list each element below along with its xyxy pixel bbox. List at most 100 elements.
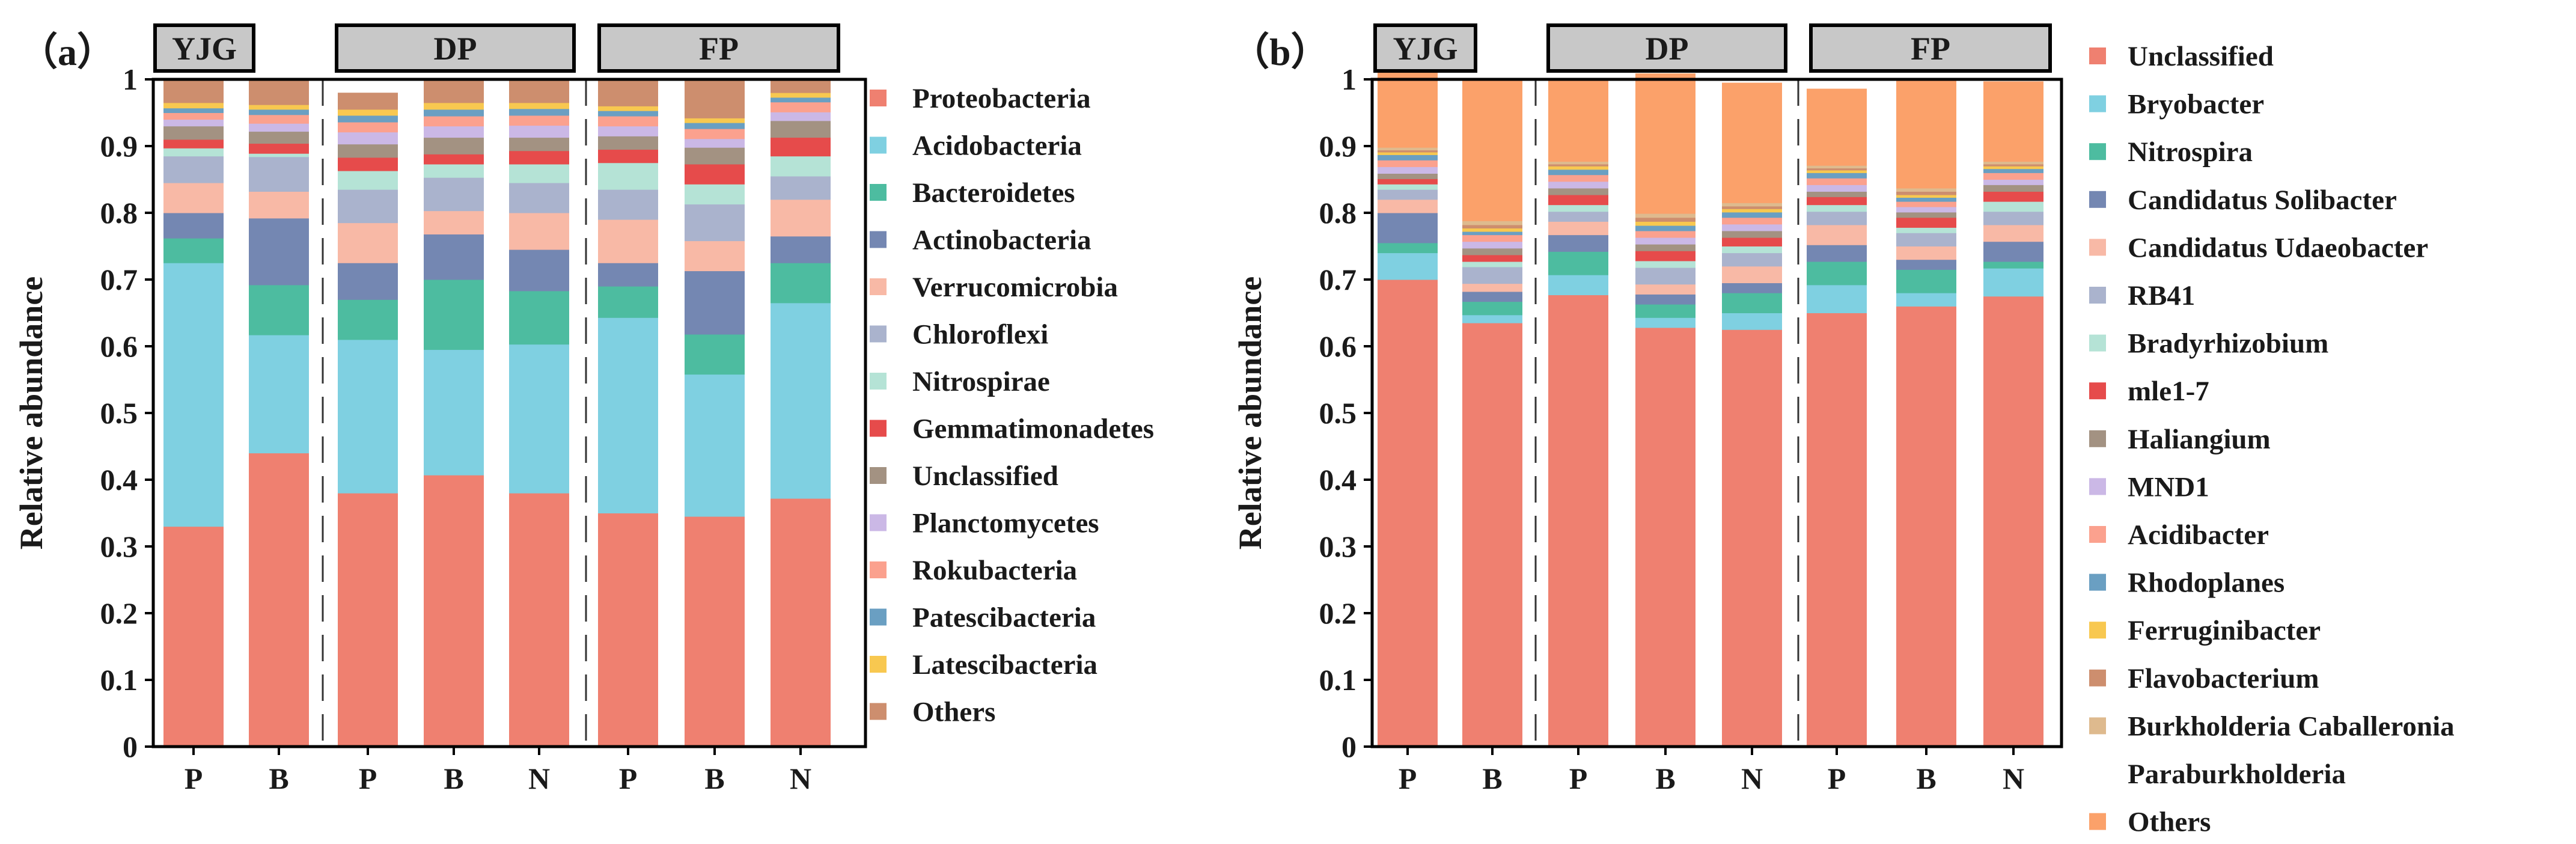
bar-segment-acidobacteria bbox=[424, 349, 484, 476]
legend-label: Haliangium bbox=[2128, 424, 2271, 455]
legend-label: Others bbox=[2128, 807, 2211, 838]
bar-segment-latescibacteria bbox=[598, 106, 658, 111]
bar-segment-verrucomicrobia bbox=[163, 183, 224, 213]
bar-segment-bradyrhizobium bbox=[1722, 246, 1782, 254]
bar-segment-actinobacteria bbox=[509, 249, 569, 292]
bar-segment-rhodoplanes bbox=[1378, 154, 1438, 161]
y-tick-label: 0.9 bbox=[1319, 129, 1357, 163]
x-tick-label: B bbox=[444, 762, 463, 795]
bar-segment-bradyrhizobium bbox=[1462, 261, 1522, 268]
bar-segment-latescibacteria bbox=[163, 102, 224, 109]
bar-segment-nitrospirae bbox=[249, 153, 309, 157]
bar-segment-bryobacter bbox=[1807, 284, 1867, 313]
bar-segment-latescibacteria bbox=[249, 105, 309, 110]
bar-segment-candidatus-solibacter bbox=[1896, 259, 1956, 270]
legend-swatch bbox=[2089, 669, 2106, 687]
y-tick-label: 0.6 bbox=[100, 329, 138, 363]
bar-segment-bacteroidetes bbox=[509, 290, 569, 345]
legend-swatch bbox=[2089, 95, 2106, 112]
bar-segment-candidatus-udaeobacter bbox=[1983, 224, 2043, 242]
legend-label: Gemmatimonadetes bbox=[912, 414, 1154, 445]
bar-segment-burkholderia-caballeronia-paraburkholderia bbox=[1896, 188, 1956, 192]
bar-segment-rb41 bbox=[1635, 268, 1695, 285]
bar-segment-unclassified bbox=[1548, 295, 1608, 747]
bar-segment-mle1-7 bbox=[1722, 237, 1782, 246]
bar-segment-rb41 bbox=[1983, 211, 2043, 225]
bar-segment-proteobacteria bbox=[771, 498, 831, 747]
bar-segment-others bbox=[1896, 78, 1956, 189]
bar-segment-bacteroidetes bbox=[598, 286, 658, 318]
bar-segment-mle1-7 bbox=[1378, 179, 1438, 185]
bar-segment-acidibacter bbox=[1635, 230, 1695, 238]
bar-segment-burkholderia-caballeronia-paraburkholderia bbox=[1462, 221, 1522, 225]
legend-label: Acidobacteria bbox=[912, 130, 1082, 162]
bar-segment-verrucomicrobia bbox=[598, 219, 658, 263]
bar-segment-proteobacteria bbox=[424, 475, 484, 747]
x-tick-label: P bbox=[1399, 762, 1417, 795]
x-tick-label: N bbox=[528, 762, 550, 795]
group-header-yjg bbox=[1373, 23, 1477, 73]
bar-segment-mle1-7 bbox=[1807, 197, 1867, 206]
bar-segment-haliangium bbox=[1548, 188, 1608, 195]
y-tick-label: 0.5 bbox=[1319, 396, 1357, 430]
x-tick-label: N bbox=[1741, 762, 1763, 795]
legend-swatch bbox=[870, 373, 887, 390]
bar-segment-candidatus-udaeobacter bbox=[1635, 284, 1695, 295]
bar-segment-mnd1 bbox=[1548, 181, 1608, 189]
bar-segment-candidatus-solibacter bbox=[1378, 213, 1438, 243]
bar-segment-mnd1 bbox=[1462, 241, 1522, 249]
bar-segment-gemmatimonadetes bbox=[771, 137, 831, 157]
bar-segment-planctomycetes bbox=[338, 132, 398, 145]
bar-segment-flavobacterium bbox=[1807, 168, 1867, 171]
bar-segment-rokubacteria bbox=[338, 122, 398, 133]
bar-segment-nitrospirae bbox=[598, 162, 658, 190]
bar-segment-planctomycetes bbox=[249, 123, 309, 132]
bar-segment-nitrospirae bbox=[424, 164, 484, 178]
bar-segment-acidibacter bbox=[1548, 174, 1608, 182]
bar-segment-rokubacteria bbox=[771, 102, 831, 112]
bar-segment-candidatus-solibacter bbox=[1807, 245, 1867, 262]
bar-segment-rb41 bbox=[1462, 266, 1522, 284]
legend-label: Flavobacterium bbox=[2128, 663, 2319, 694]
y-tick-label: 0.7 bbox=[1319, 263, 1357, 296]
bar-segment-proteobacteria bbox=[163, 526, 224, 747]
panel-b: （b） Relative abundance 0 0.1 0.2 0.3 0.4 0.5 0.6… bbox=[1231, 23, 2455, 838]
group-header-dp bbox=[335, 23, 576, 73]
bar-segment-patescibacteria bbox=[338, 115, 398, 123]
bar-segment-planctomycetes bbox=[598, 126, 658, 136]
y-tick-label: 0.4 bbox=[100, 463, 138, 497]
legend-swatch bbox=[870, 231, 887, 248]
bar-segment-mnd1 bbox=[1983, 179, 2043, 185]
bar-segment-burkholderia-caballeronia-paraburkholderia bbox=[1983, 161, 2043, 165]
bar-segment-rokubacteria bbox=[598, 116, 658, 127]
legend-swatch bbox=[870, 136, 887, 154]
bar-segment-chloroflexi bbox=[163, 156, 224, 183]
legend-label: Bryobacter bbox=[2128, 89, 2264, 120]
bar-segment-acidibacter bbox=[1722, 217, 1782, 225]
bar-segment-patescibacteria bbox=[771, 97, 831, 103]
bar-segment-rhodoplanes bbox=[1548, 169, 1608, 176]
bar-segment-ferruginibacter bbox=[1462, 228, 1522, 232]
bar-segment-mle1-7 bbox=[1635, 251, 1695, 261]
legend-swatch bbox=[2089, 717, 2106, 735]
bar-segment-others bbox=[338, 93, 398, 110]
bar-segment-planctomycetes bbox=[771, 112, 831, 121]
bar-segment-bradyrhizobium bbox=[1635, 260, 1695, 268]
group-header-label: YJG bbox=[172, 31, 237, 67]
x-tick-label: P bbox=[359, 762, 377, 795]
bar-segment-unclassified bbox=[1896, 306, 1956, 747]
bar-segment-unclassified bbox=[1807, 313, 1867, 747]
bar-segment-ferruginibacter bbox=[1896, 195, 1956, 198]
bar-segment-bryobacter bbox=[1983, 268, 2043, 297]
bar-segment-mnd1 bbox=[1722, 224, 1782, 231]
bar-segment-acidibacter bbox=[1462, 234, 1522, 242]
bar-segment-acidobacteria bbox=[163, 263, 224, 527]
bar-segment-nitrospira bbox=[1983, 261, 2043, 269]
x-tick-label: N bbox=[2003, 762, 2024, 795]
group-header-label: FP bbox=[699, 31, 739, 67]
bar-segment-verrucomicrobia bbox=[338, 222, 398, 263]
legend-swatch bbox=[2089, 573, 2106, 591]
bar-segment-patescibacteria bbox=[598, 111, 658, 117]
bar-segment-planctomycetes bbox=[424, 126, 484, 138]
legend-label: Actinobacteria bbox=[912, 225, 1091, 256]
